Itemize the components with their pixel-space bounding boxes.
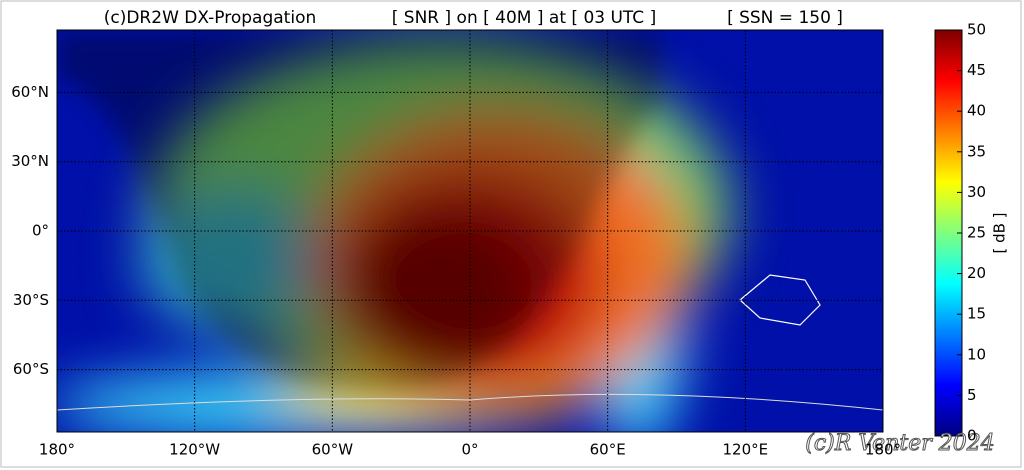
colorbar-tick-label: 0 <box>967 427 977 445</box>
x-tick-label: 120°W <box>169 441 220 459</box>
colorbar-tick-label: 30 <box>967 183 986 201</box>
colorbar-tick-label: 40 <box>967 102 986 120</box>
y-tick-label: 60°S <box>13 360 49 378</box>
colorbar-tick-label: 25 <box>967 224 986 242</box>
y-tick-label: 60°N <box>11 83 49 101</box>
x-tick-label: 60°W <box>312 441 354 459</box>
x-tick-label: 180° <box>39 441 75 459</box>
x-tick-label: 60°E <box>590 441 626 459</box>
colorbar-label: [ dB ] <box>991 212 1009 253</box>
chart-title: (c)DR2W DX-Propagation <box>104 8 317 28</box>
colorbar-tick-label: 35 <box>967 142 986 160</box>
y-tick-label: 0° <box>32 222 49 240</box>
chart-subtitle: [ SNR ] on [ 40M ] at [ 03 UTC ] <box>392 8 656 28</box>
colorbar-tick-label: 45 <box>967 61 986 79</box>
heatmap <box>57 30 883 432</box>
colorbar-tick-label: 10 <box>967 345 986 363</box>
y-tick-label: 30°N <box>11 152 49 170</box>
y-tick-label: 30°S <box>13 291 49 309</box>
x-tick-label: 120°E <box>723 441 769 459</box>
x-tick-label: 0° <box>461 441 478 459</box>
colorbar-tick-label: 50 <box>967 21 986 39</box>
colorbar-tick-label: 20 <box>967 264 986 282</box>
colorbar-tick-label: 5 <box>967 386 977 404</box>
ssn-annotation: [ SSN = 150 ] <box>727 8 843 28</box>
colorbar-tick-label: 15 <box>967 305 986 323</box>
x-tick-label: 180° <box>865 441 901 459</box>
map-frame <box>56 29 884 433</box>
watermark: (c)R Venter 2024 <box>805 431 994 456</box>
